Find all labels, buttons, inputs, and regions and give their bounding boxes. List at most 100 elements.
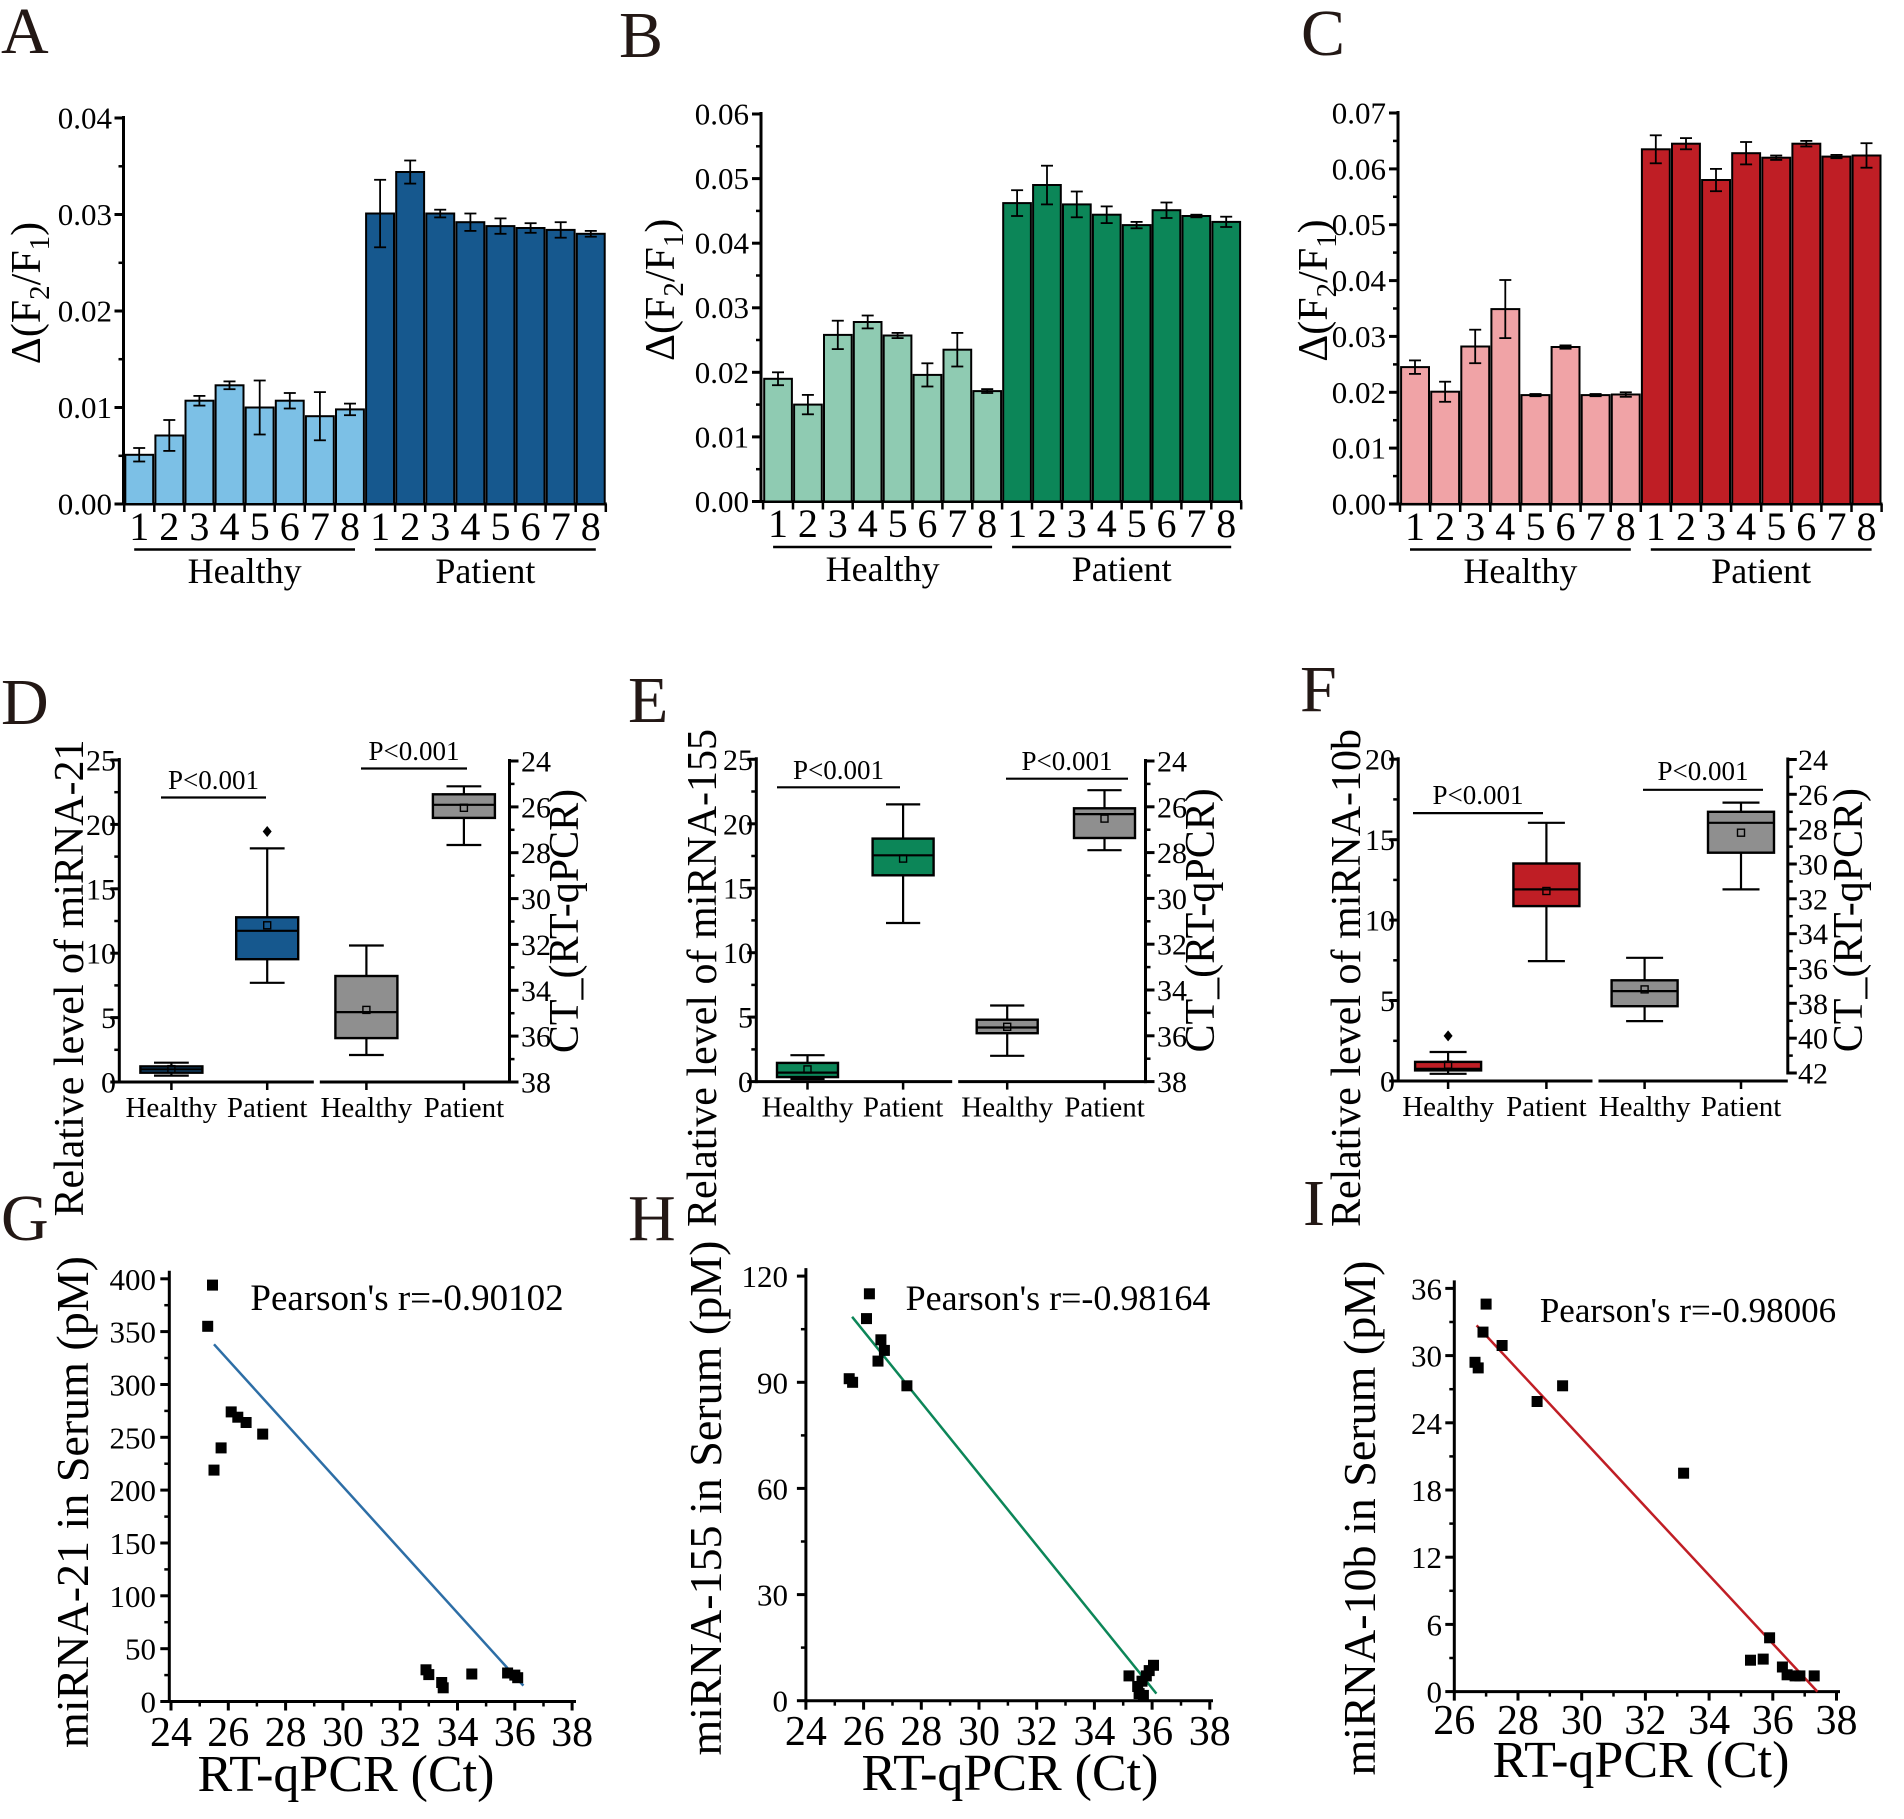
svg-text:34: 34 xyxy=(1798,918,1828,951)
svg-text:7: 7 xyxy=(1586,504,1606,549)
svg-text:0.02: 0.02 xyxy=(695,355,749,390)
svg-text:34: 34 xyxy=(1688,1698,1730,1744)
svg-text:Pearson's r=-0.90102: Pearson's r=-0.90102 xyxy=(250,1278,563,1319)
svg-text:6: 6 xyxy=(1427,1607,1443,1642)
svg-text:50: 50 xyxy=(125,1632,156,1667)
svg-text:28: 28 xyxy=(1497,1698,1539,1744)
svg-text:A: A xyxy=(1,0,49,68)
svg-text:Relative level of miRNA-155: Relative level of miRNA-155 xyxy=(680,729,726,1227)
svg-text:36: 36 xyxy=(1157,1020,1187,1053)
svg-text:RT-qPCR (Ct): RT-qPCR (Ct) xyxy=(198,1746,495,1803)
svg-text:3: 3 xyxy=(1465,504,1485,549)
svg-text:30: 30 xyxy=(322,1710,364,1756)
svg-text:Healthy: Healthy xyxy=(1402,1091,1494,1123)
svg-text:36: 36 xyxy=(1131,1709,1173,1755)
svg-text:36: 36 xyxy=(1411,1271,1442,1306)
svg-text:30: 30 xyxy=(958,1709,1000,1755)
svg-text:P<0.001: P<0.001 xyxy=(793,755,884,785)
svg-text:4: 4 xyxy=(220,504,240,549)
svg-text:0.04: 0.04 xyxy=(695,226,750,261)
svg-text:6: 6 xyxy=(1157,501,1177,546)
svg-text:36: 36 xyxy=(494,1710,536,1756)
svg-text:25: 25 xyxy=(86,745,116,778)
svg-text:38: 38 xyxy=(521,1067,551,1100)
svg-text:0: 0 xyxy=(141,1685,157,1720)
svg-text:38: 38 xyxy=(1798,988,1828,1021)
svg-text:5: 5 xyxy=(101,1002,116,1035)
svg-text:38: 38 xyxy=(1189,1709,1231,1755)
svg-text:40: 40 xyxy=(1798,1023,1828,1056)
svg-text:E: E xyxy=(628,664,668,737)
svg-text:1: 1 xyxy=(1007,501,1027,546)
svg-text:Healthy: Healthy xyxy=(320,1092,412,1124)
svg-text:0.00: 0.00 xyxy=(1332,487,1386,522)
svg-text:0.01: 0.01 xyxy=(695,419,749,454)
svg-text:15: 15 xyxy=(1365,824,1395,857)
svg-text:Patient: Patient xyxy=(1072,549,1172,589)
svg-text:25: 25 xyxy=(723,744,753,777)
svg-text:0.04: 0.04 xyxy=(1332,263,1387,298)
svg-text:Healthy: Healthy xyxy=(762,1092,854,1124)
svg-text:Healthy: Healthy xyxy=(961,1092,1053,1124)
svg-text:P<0.001: P<0.001 xyxy=(1022,746,1113,776)
svg-text:8: 8 xyxy=(1616,504,1636,549)
svg-text:32: 32 xyxy=(1624,1698,1666,1744)
svg-text:6: 6 xyxy=(1796,504,1816,549)
svg-text:Healthy: Healthy xyxy=(188,551,302,591)
svg-text:0: 0 xyxy=(773,1684,789,1719)
svg-text:7: 7 xyxy=(551,504,571,549)
svg-text:26: 26 xyxy=(207,1710,249,1756)
svg-text:F: F xyxy=(1300,653,1337,726)
svg-text:4: 4 xyxy=(1736,504,1756,549)
svg-text:30: 30 xyxy=(1798,849,1828,882)
svg-text:28: 28 xyxy=(521,837,551,870)
svg-text:20: 20 xyxy=(723,808,753,841)
svg-text:Healthy: Healthy xyxy=(125,1092,217,1124)
svg-text:Patient: Patient xyxy=(1506,1091,1587,1123)
svg-text:150: 150 xyxy=(110,1526,157,1561)
svg-text:2: 2 xyxy=(1676,504,1696,549)
svg-text:34: 34 xyxy=(521,975,551,1008)
svg-text:34: 34 xyxy=(1073,1709,1115,1755)
svg-text:5: 5 xyxy=(888,501,908,546)
svg-text:200: 200 xyxy=(110,1473,157,1508)
svg-text:100: 100 xyxy=(110,1579,157,1614)
svg-text:CT_(RT-qPCR): CT_(RT-qPCR) xyxy=(1826,788,1872,1052)
svg-text:0.03: 0.03 xyxy=(1332,319,1386,354)
svg-text:24: 24 xyxy=(150,1710,192,1756)
svg-text:38: 38 xyxy=(1816,1698,1858,1744)
svg-text:Patient: Patient xyxy=(435,551,535,591)
svg-text:20: 20 xyxy=(1365,744,1395,777)
svg-text:I: I xyxy=(1303,1167,1325,1240)
svg-text:7: 7 xyxy=(947,501,967,546)
svg-text:P<0.001: P<0.001 xyxy=(1433,780,1524,810)
svg-text:5: 5 xyxy=(1127,501,1147,546)
svg-text:6: 6 xyxy=(917,501,937,546)
svg-text:18: 18 xyxy=(1411,1473,1442,1508)
svg-text:0.01: 0.01 xyxy=(1332,431,1386,466)
svg-text:34: 34 xyxy=(1157,975,1187,1008)
svg-text:12: 12 xyxy=(1411,1540,1442,1575)
svg-text:7: 7 xyxy=(1827,504,1847,549)
svg-text:4: 4 xyxy=(460,504,480,549)
svg-text:C: C xyxy=(1301,0,1345,70)
svg-text:32: 32 xyxy=(1016,1709,1058,1755)
svg-text:2: 2 xyxy=(1037,501,1057,546)
svg-text:1: 1 xyxy=(1405,504,1425,549)
svg-text:26: 26 xyxy=(1798,779,1828,812)
svg-text:26: 26 xyxy=(843,1709,885,1755)
svg-text:20: 20 xyxy=(86,809,116,842)
svg-text:Healthy: Healthy xyxy=(826,549,940,589)
svg-text:400: 400 xyxy=(110,1262,157,1297)
svg-text:8: 8 xyxy=(1216,501,1236,546)
svg-text:8: 8 xyxy=(581,504,601,549)
svg-text:1: 1 xyxy=(370,504,390,549)
svg-text:Relative level of miRNA-21: Relative level of miRNA-21 xyxy=(47,739,93,1216)
svg-text:32: 32 xyxy=(1157,929,1187,962)
svg-text:120: 120 xyxy=(742,1259,789,1294)
svg-text:24: 24 xyxy=(785,1709,827,1755)
svg-text:5: 5 xyxy=(738,1002,753,1035)
svg-text:36: 36 xyxy=(521,1021,551,1054)
svg-text:RT-qPCR (Ct): RT-qPCR (Ct) xyxy=(1493,1732,1790,1789)
svg-text:H: H xyxy=(628,1182,676,1255)
